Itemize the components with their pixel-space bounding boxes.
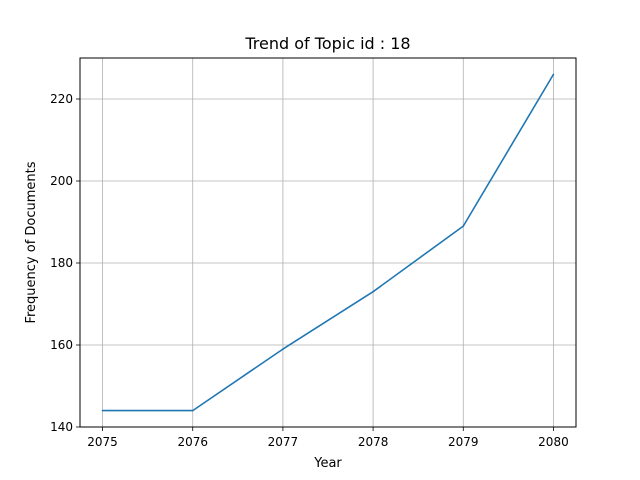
y-axis-label: Frequency of Documents xyxy=(24,161,39,323)
data-point xyxy=(372,290,374,293)
x-tick-label: 2079 xyxy=(448,435,479,449)
y-tick-label: 160 xyxy=(50,338,73,352)
y-tick-label: 180 xyxy=(50,256,73,270)
x-tick-label: 2075 xyxy=(87,435,118,449)
ticks: 2075 2076 2077 2078 2079 2080 140 160 180 200 220 xyxy=(50,92,569,449)
data-point xyxy=(191,409,194,412)
x-tick-label: 2078 xyxy=(358,435,389,449)
series-layer xyxy=(101,73,555,412)
x-axis-label: Year xyxy=(313,456,342,471)
y-tick-label: 140 xyxy=(50,420,73,434)
data-point xyxy=(282,348,284,350)
x-tick-label: 2076 xyxy=(177,435,208,449)
y-tick-label: 200 xyxy=(50,174,73,188)
y-tick-label: 220 xyxy=(50,92,73,106)
x-tick-label: 2080 xyxy=(538,435,569,449)
plot-frame xyxy=(79,57,577,428)
data-point xyxy=(462,225,465,227)
data-point xyxy=(101,409,104,412)
data-point xyxy=(552,73,555,76)
chart-title: Trend of Topic id : 18 xyxy=(244,34,410,53)
series-line xyxy=(102,73,555,412)
x-tick-label: 2077 xyxy=(268,435,299,449)
